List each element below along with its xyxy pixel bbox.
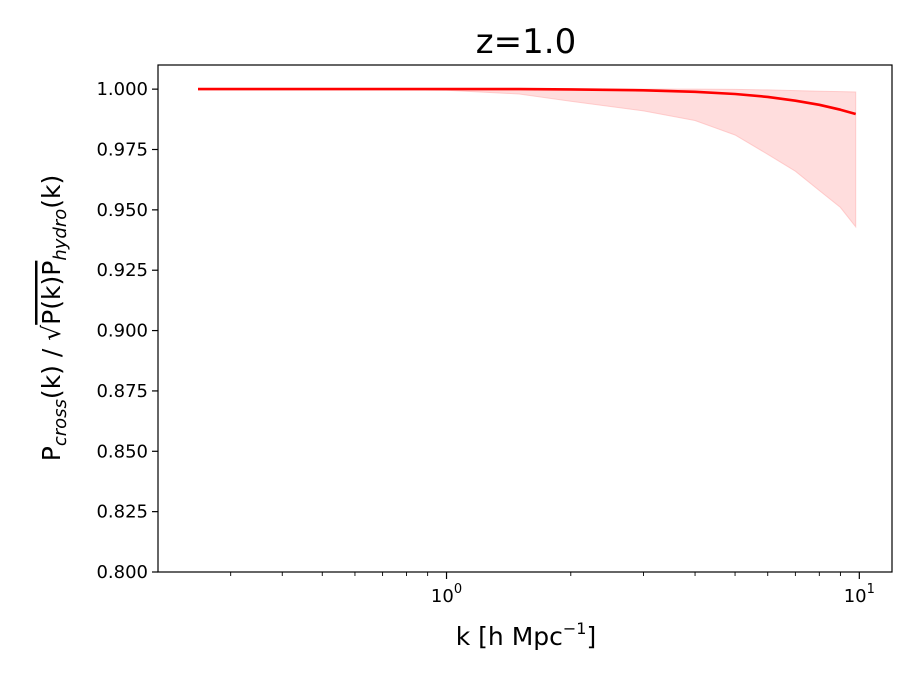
x-axis-ticks: 100 101	[230, 572, 875, 607]
y-axis-label: Pcross(k) / √P(k)Phydro(k)	[37, 175, 71, 461]
x-tick-label: 101	[844, 582, 875, 607]
y-tick-label: 0.825	[96, 502, 148, 523]
chart-title: z=1.0	[476, 22, 576, 62]
x-axis-label-main: k [h Mpc	[456, 622, 563, 651]
y-tick-label: 0.925	[96, 260, 148, 281]
plot-area	[198, 87, 857, 229]
svg-text:Pcross(k) / √P(k)Phydro(k): Pcross(k) / √P(k)Phydro(k)	[37, 175, 71, 461]
axes-frame	[157, 64, 893, 573]
y-tick-label: 0.950	[96, 200, 148, 221]
y-tick-label: 0.900	[96, 321, 148, 342]
y-tick-label: 0.975	[96, 140, 148, 161]
x-tick-label: 100	[431, 582, 462, 607]
uncertainty-band	[198, 88, 857, 229]
x-axis-label: k [h Mpc−1]	[456, 619, 597, 651]
series-line	[198, 87, 857, 116]
y-axis-ticks: 0.800 0.825 0.850 0.875 0.900 0.925 0.950 0.975…	[96, 79, 158, 583]
y-tick-label: 0.800	[96, 562, 148, 583]
y-tick-label: 0.850	[96, 441, 148, 462]
x-axis-label-exponent: −1	[563, 619, 587, 638]
y-tick-label: 1.000	[96, 79, 148, 100]
x-axis-label-tail: ]	[586, 622, 596, 651]
y-tick-label: 0.875	[96, 381, 148, 402]
